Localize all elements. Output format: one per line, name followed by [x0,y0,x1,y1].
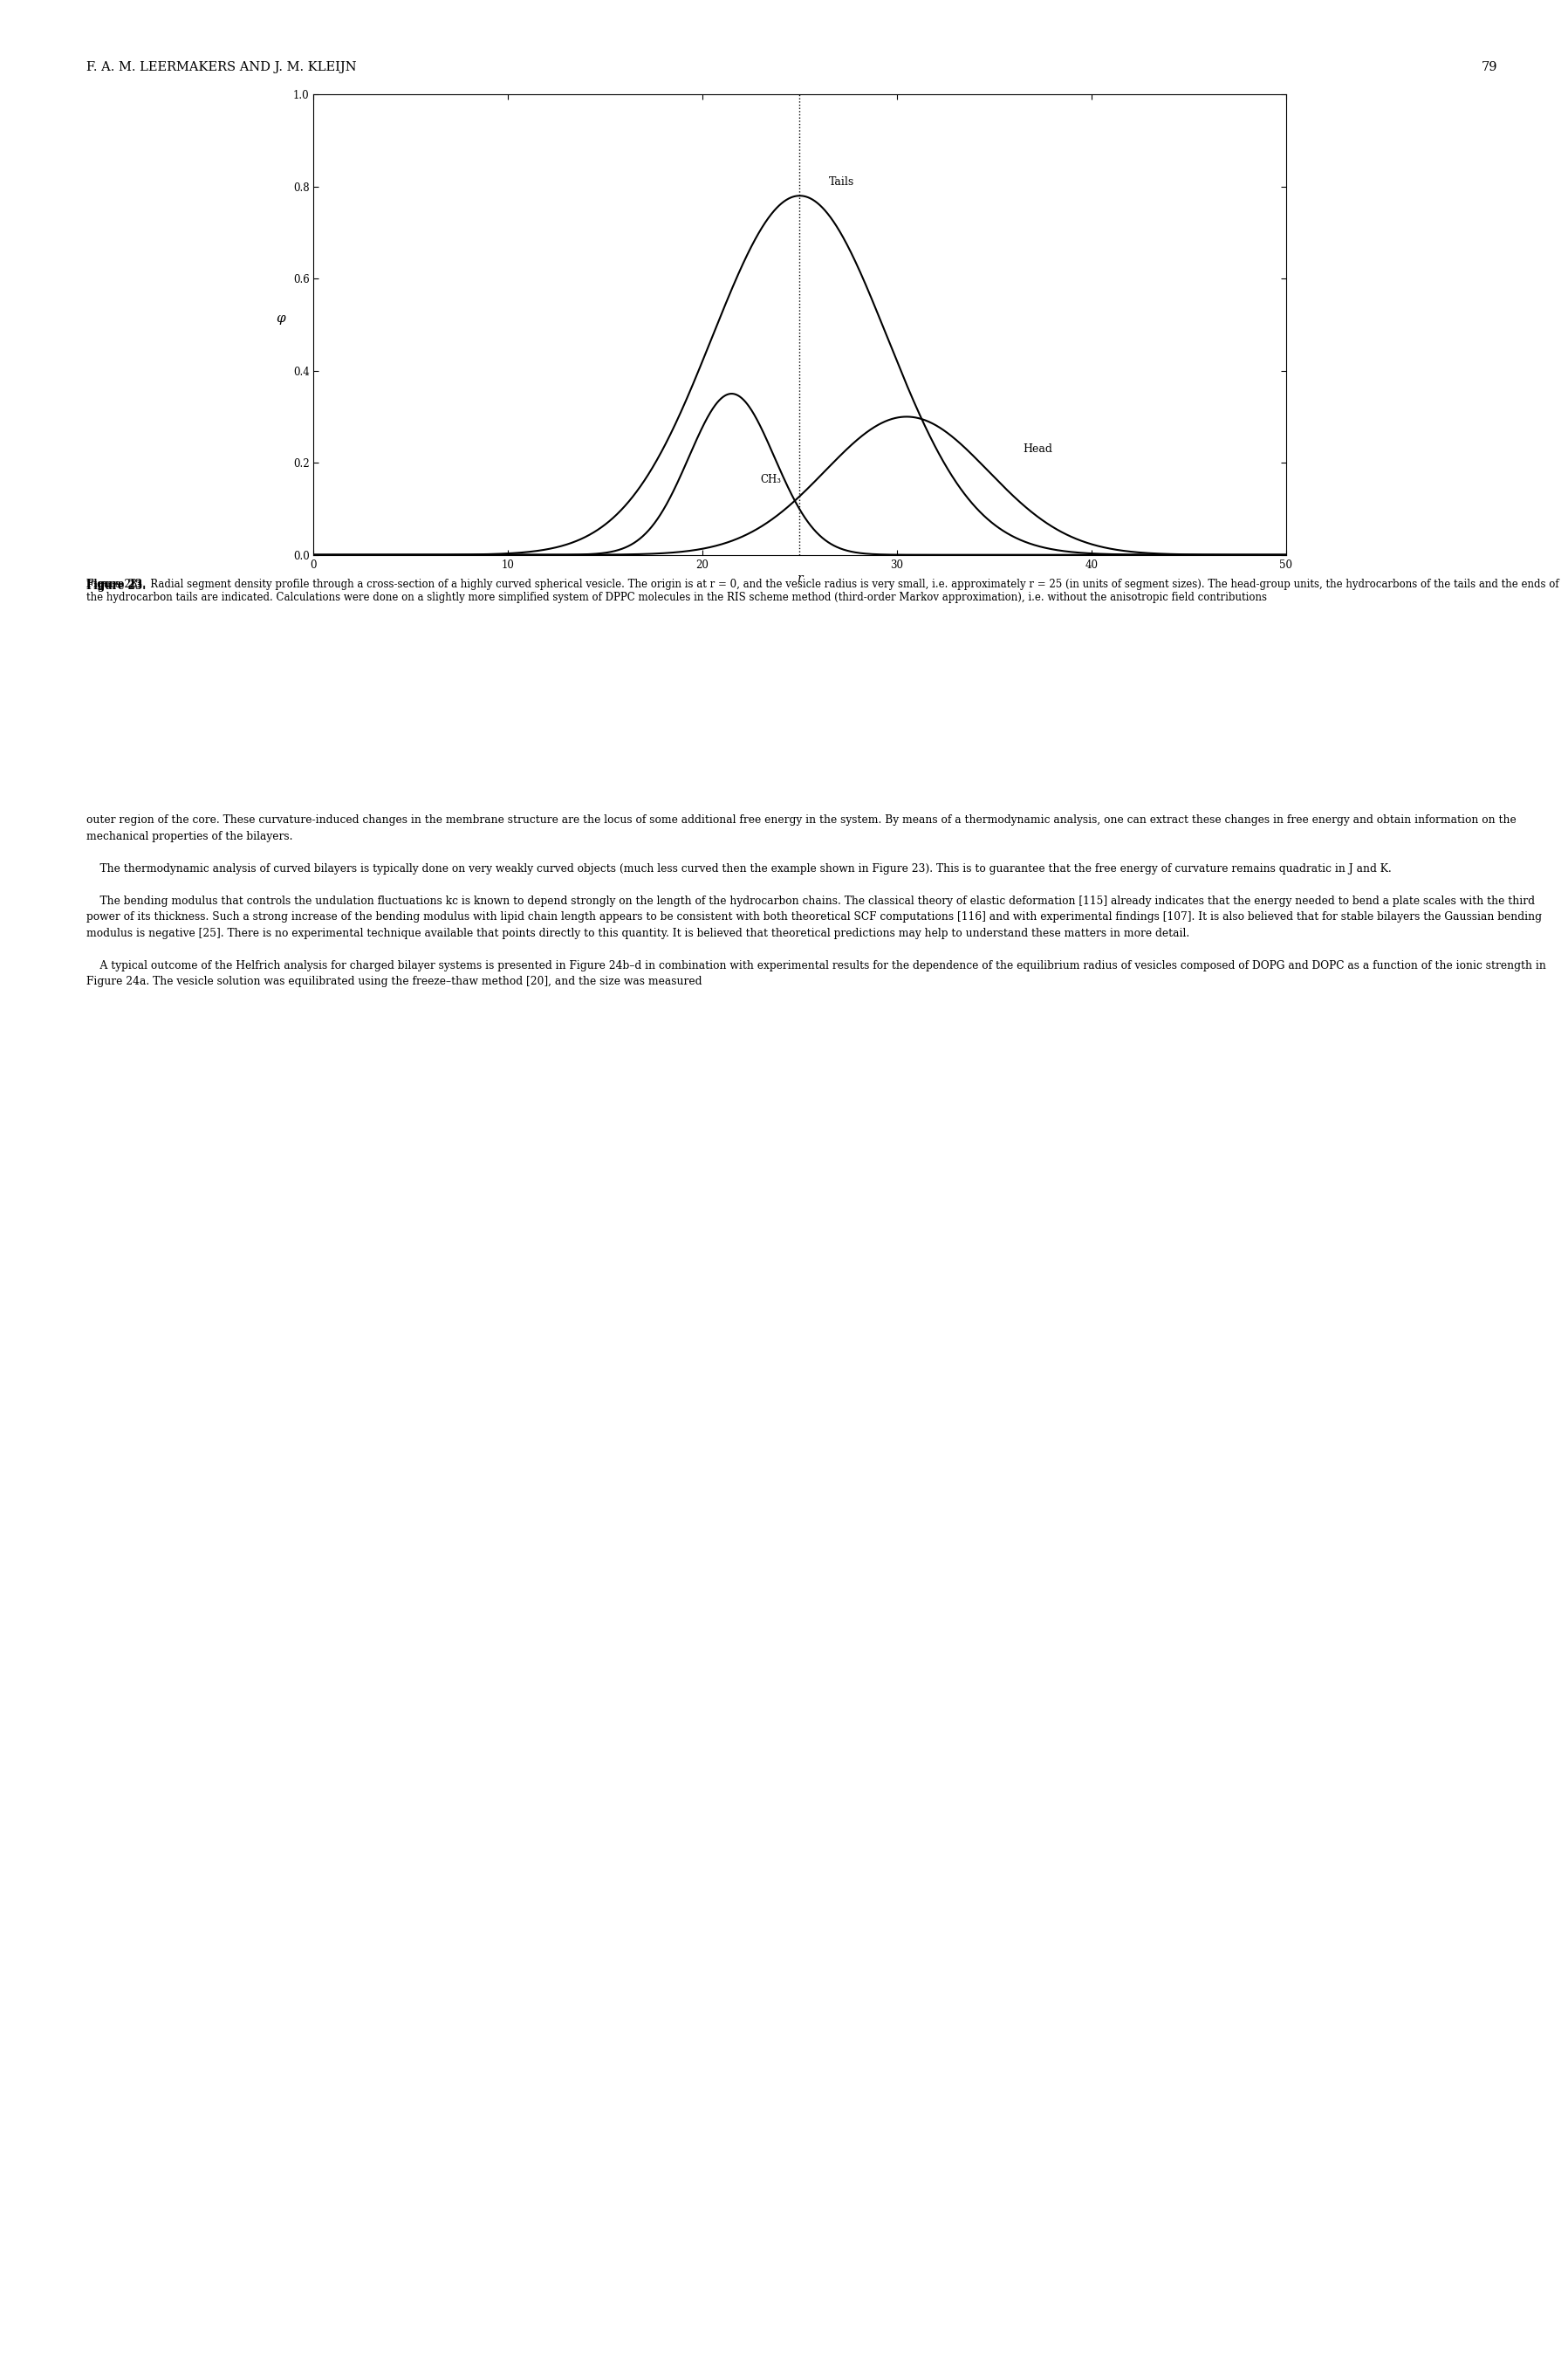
Text: 79: 79 [1482,61,1497,73]
Text: Figure 23.: Figure 23. [86,578,146,590]
X-axis label: r: r [797,574,803,586]
Text: Tails: Tails [829,177,855,187]
Text: outer region of the core. These curvature-induced changes in the membrane struct: outer region of the core. These curvatur… [86,815,1546,987]
Text: CH₃: CH₃ [760,475,781,486]
Text: Figure 23.: Figure 23. [86,581,146,593]
Y-axis label: φ: φ [276,312,285,326]
Text: F. A. M. LEERMAKERS AND J. M. KLEIJN: F. A. M. LEERMAKERS AND J. M. KLEIJN [86,61,356,73]
Text: Head: Head [1024,444,1054,456]
Text: Figure 23.   Radial segment density profile through a cross-section of a highly : Figure 23. Radial segment density profil… [86,578,1559,602]
